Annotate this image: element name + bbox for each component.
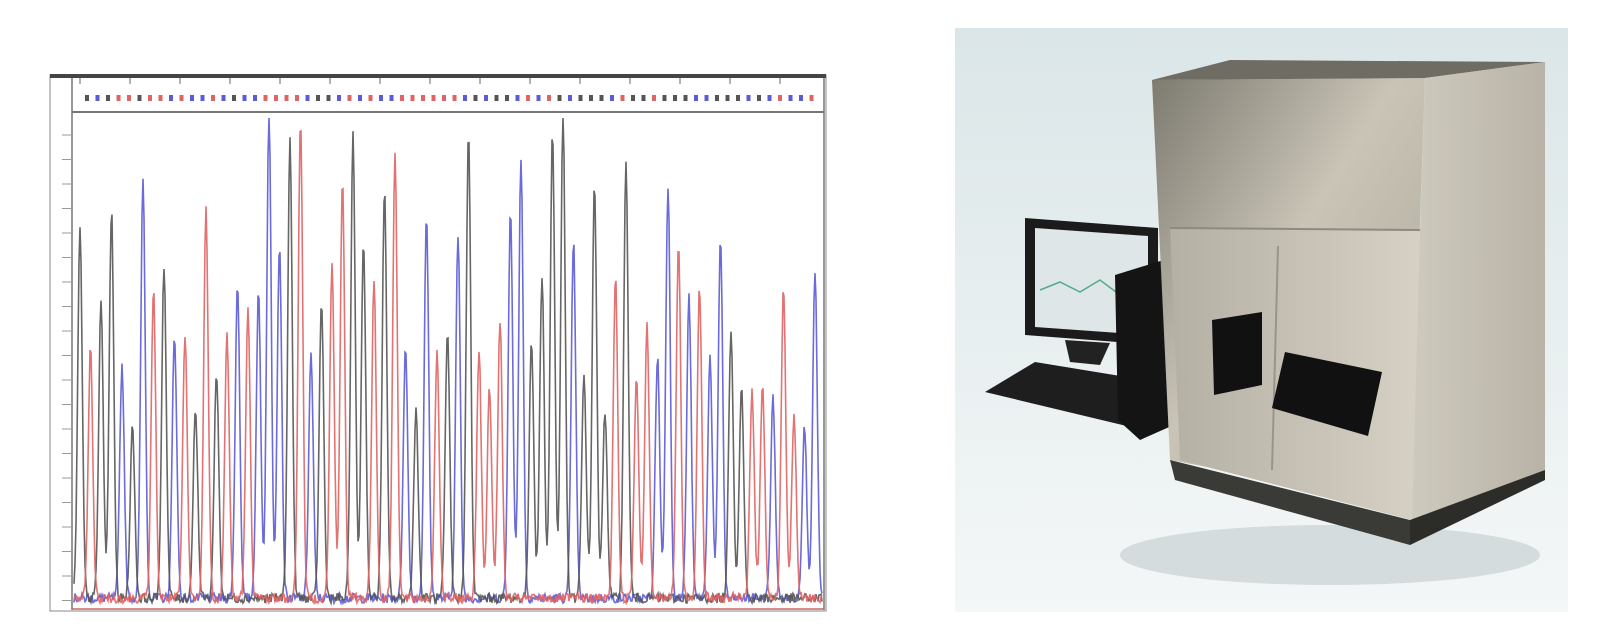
base-glyph [148,95,152,101]
base-glyph [85,95,89,101]
base-glyph [495,95,499,101]
base-glyph [411,95,415,101]
base-glyph [631,95,635,101]
base-glyph [568,95,572,101]
base-glyph [369,95,373,101]
base-glyph [337,95,341,101]
base-glyph [264,95,268,101]
base-glyph [222,95,226,101]
cabinet-side [1410,62,1545,530]
base-glyph [138,95,142,101]
base-glyph [673,95,677,101]
base-glyph [484,95,488,101]
base-glyph [652,95,656,101]
window-left [1212,312,1262,395]
base-glyph [453,95,457,101]
base-glyph [127,95,131,101]
base-glyph [421,95,425,101]
base-glyph [274,95,278,101]
base-glyph [474,95,478,101]
base-glyph [558,95,562,101]
base-glyph [117,95,121,101]
base-glyph [159,95,163,101]
base-glyph [663,95,667,101]
base-glyph [295,95,299,101]
shadow [1120,525,1540,585]
base-glyph [799,95,803,101]
base-glyph [694,95,698,101]
base-glyph [169,95,173,101]
base-glyph [810,95,814,101]
base-glyph [400,95,404,101]
base-glyph [253,95,257,101]
base-glyph [358,95,362,101]
base-glyph [379,95,383,101]
chromatogram [50,74,826,611]
base-glyph [778,95,782,101]
base-glyph [285,95,289,101]
base-glyph [211,95,215,101]
base-glyph [180,95,184,101]
base-glyph [201,95,205,101]
base-glyph [537,95,541,101]
base-glyph [705,95,709,101]
base-glyph [505,95,509,101]
base-glyph [736,95,740,101]
header-bar [50,74,826,78]
base-glyph [621,95,625,101]
base-glyph [516,95,520,101]
base-glyph [327,95,331,101]
base-glyph [390,95,394,101]
base-glyph [243,95,247,101]
base-glyph [442,95,446,101]
page [0,0,1622,633]
base-glyph [642,95,646,101]
base-glyph [747,95,751,101]
base-glyph [789,95,793,101]
figure [0,0,1622,633]
base-glyph [96,95,100,101]
base-glyph [306,95,310,101]
base-glyph [600,95,604,101]
base-glyph [715,95,719,101]
base-glyph [726,95,730,101]
base-glyph [768,95,772,101]
base-glyph [463,95,467,101]
base-glyph [684,95,688,101]
base-glyph [579,95,583,101]
base-glyph [106,95,110,101]
base-glyph [316,95,320,101]
instrument-photo [955,28,1568,612]
base-glyph [232,95,236,101]
base-glyph [589,95,593,101]
base-glyph [526,95,530,101]
base-glyph [757,95,761,101]
base-glyph [348,95,352,101]
base-glyph [432,95,436,101]
base-glyph [547,95,551,101]
base-glyph [610,95,614,101]
base-glyph [190,95,194,101]
